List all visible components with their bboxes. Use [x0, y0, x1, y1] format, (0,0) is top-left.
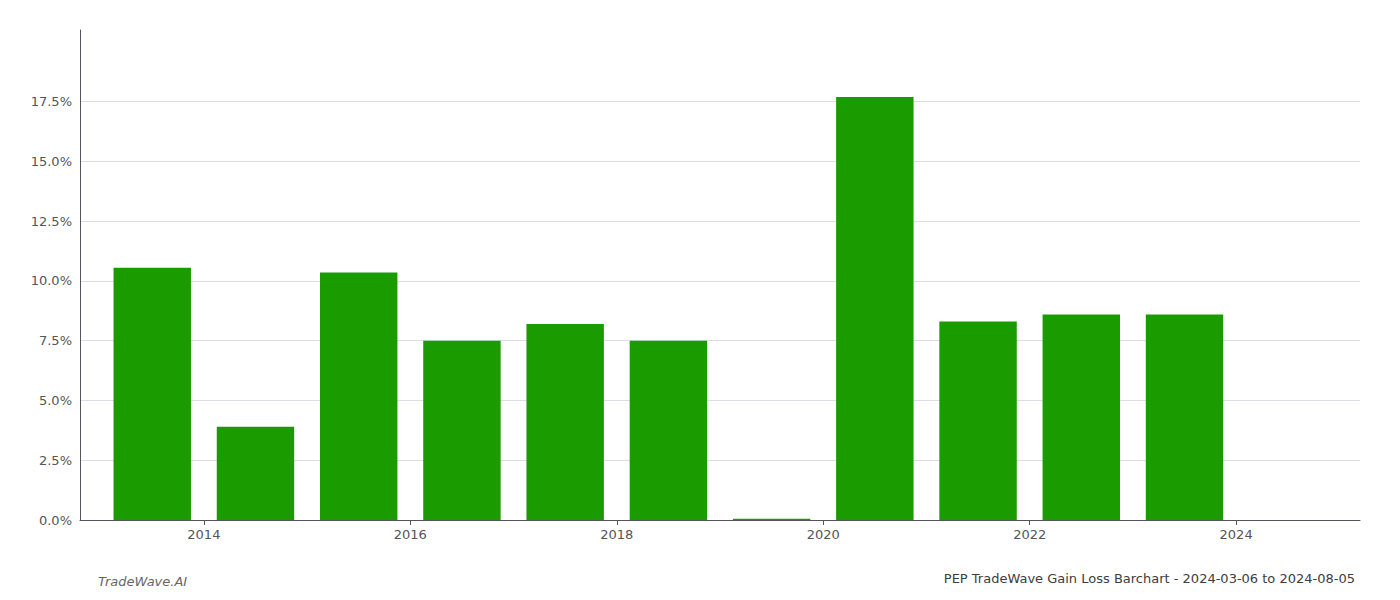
svg-text:12.5%: 12.5% [31, 214, 72, 229]
svg-text:2014: 2014 [187, 527, 220, 542]
svg-text:2016: 2016 [394, 527, 427, 542]
svg-text:2.5%: 2.5% [39, 453, 72, 468]
svg-text:15.0%: 15.0% [31, 154, 72, 169]
svg-text:2020: 2020 [807, 527, 840, 542]
svg-text:PEP TradeWave Gain Loss Barcha: PEP TradeWave Gain Loss Barchart - 2024-… [944, 571, 1355, 586]
svg-text:17.5%: 17.5% [31, 94, 72, 109]
svg-text:2024: 2024 [1220, 527, 1253, 542]
svg-text:2018: 2018 [600, 527, 633, 542]
svg-text:TradeWave.AI: TradeWave.AI [98, 574, 187, 589]
svg-text:0.0%: 0.0% [39, 513, 72, 528]
svg-text:5.0%: 5.0% [39, 393, 72, 408]
svg-text:2022: 2022 [1013, 527, 1046, 542]
svg-text:7.5%: 7.5% [39, 333, 72, 348]
svg-text:10.0%: 10.0% [31, 273, 72, 288]
